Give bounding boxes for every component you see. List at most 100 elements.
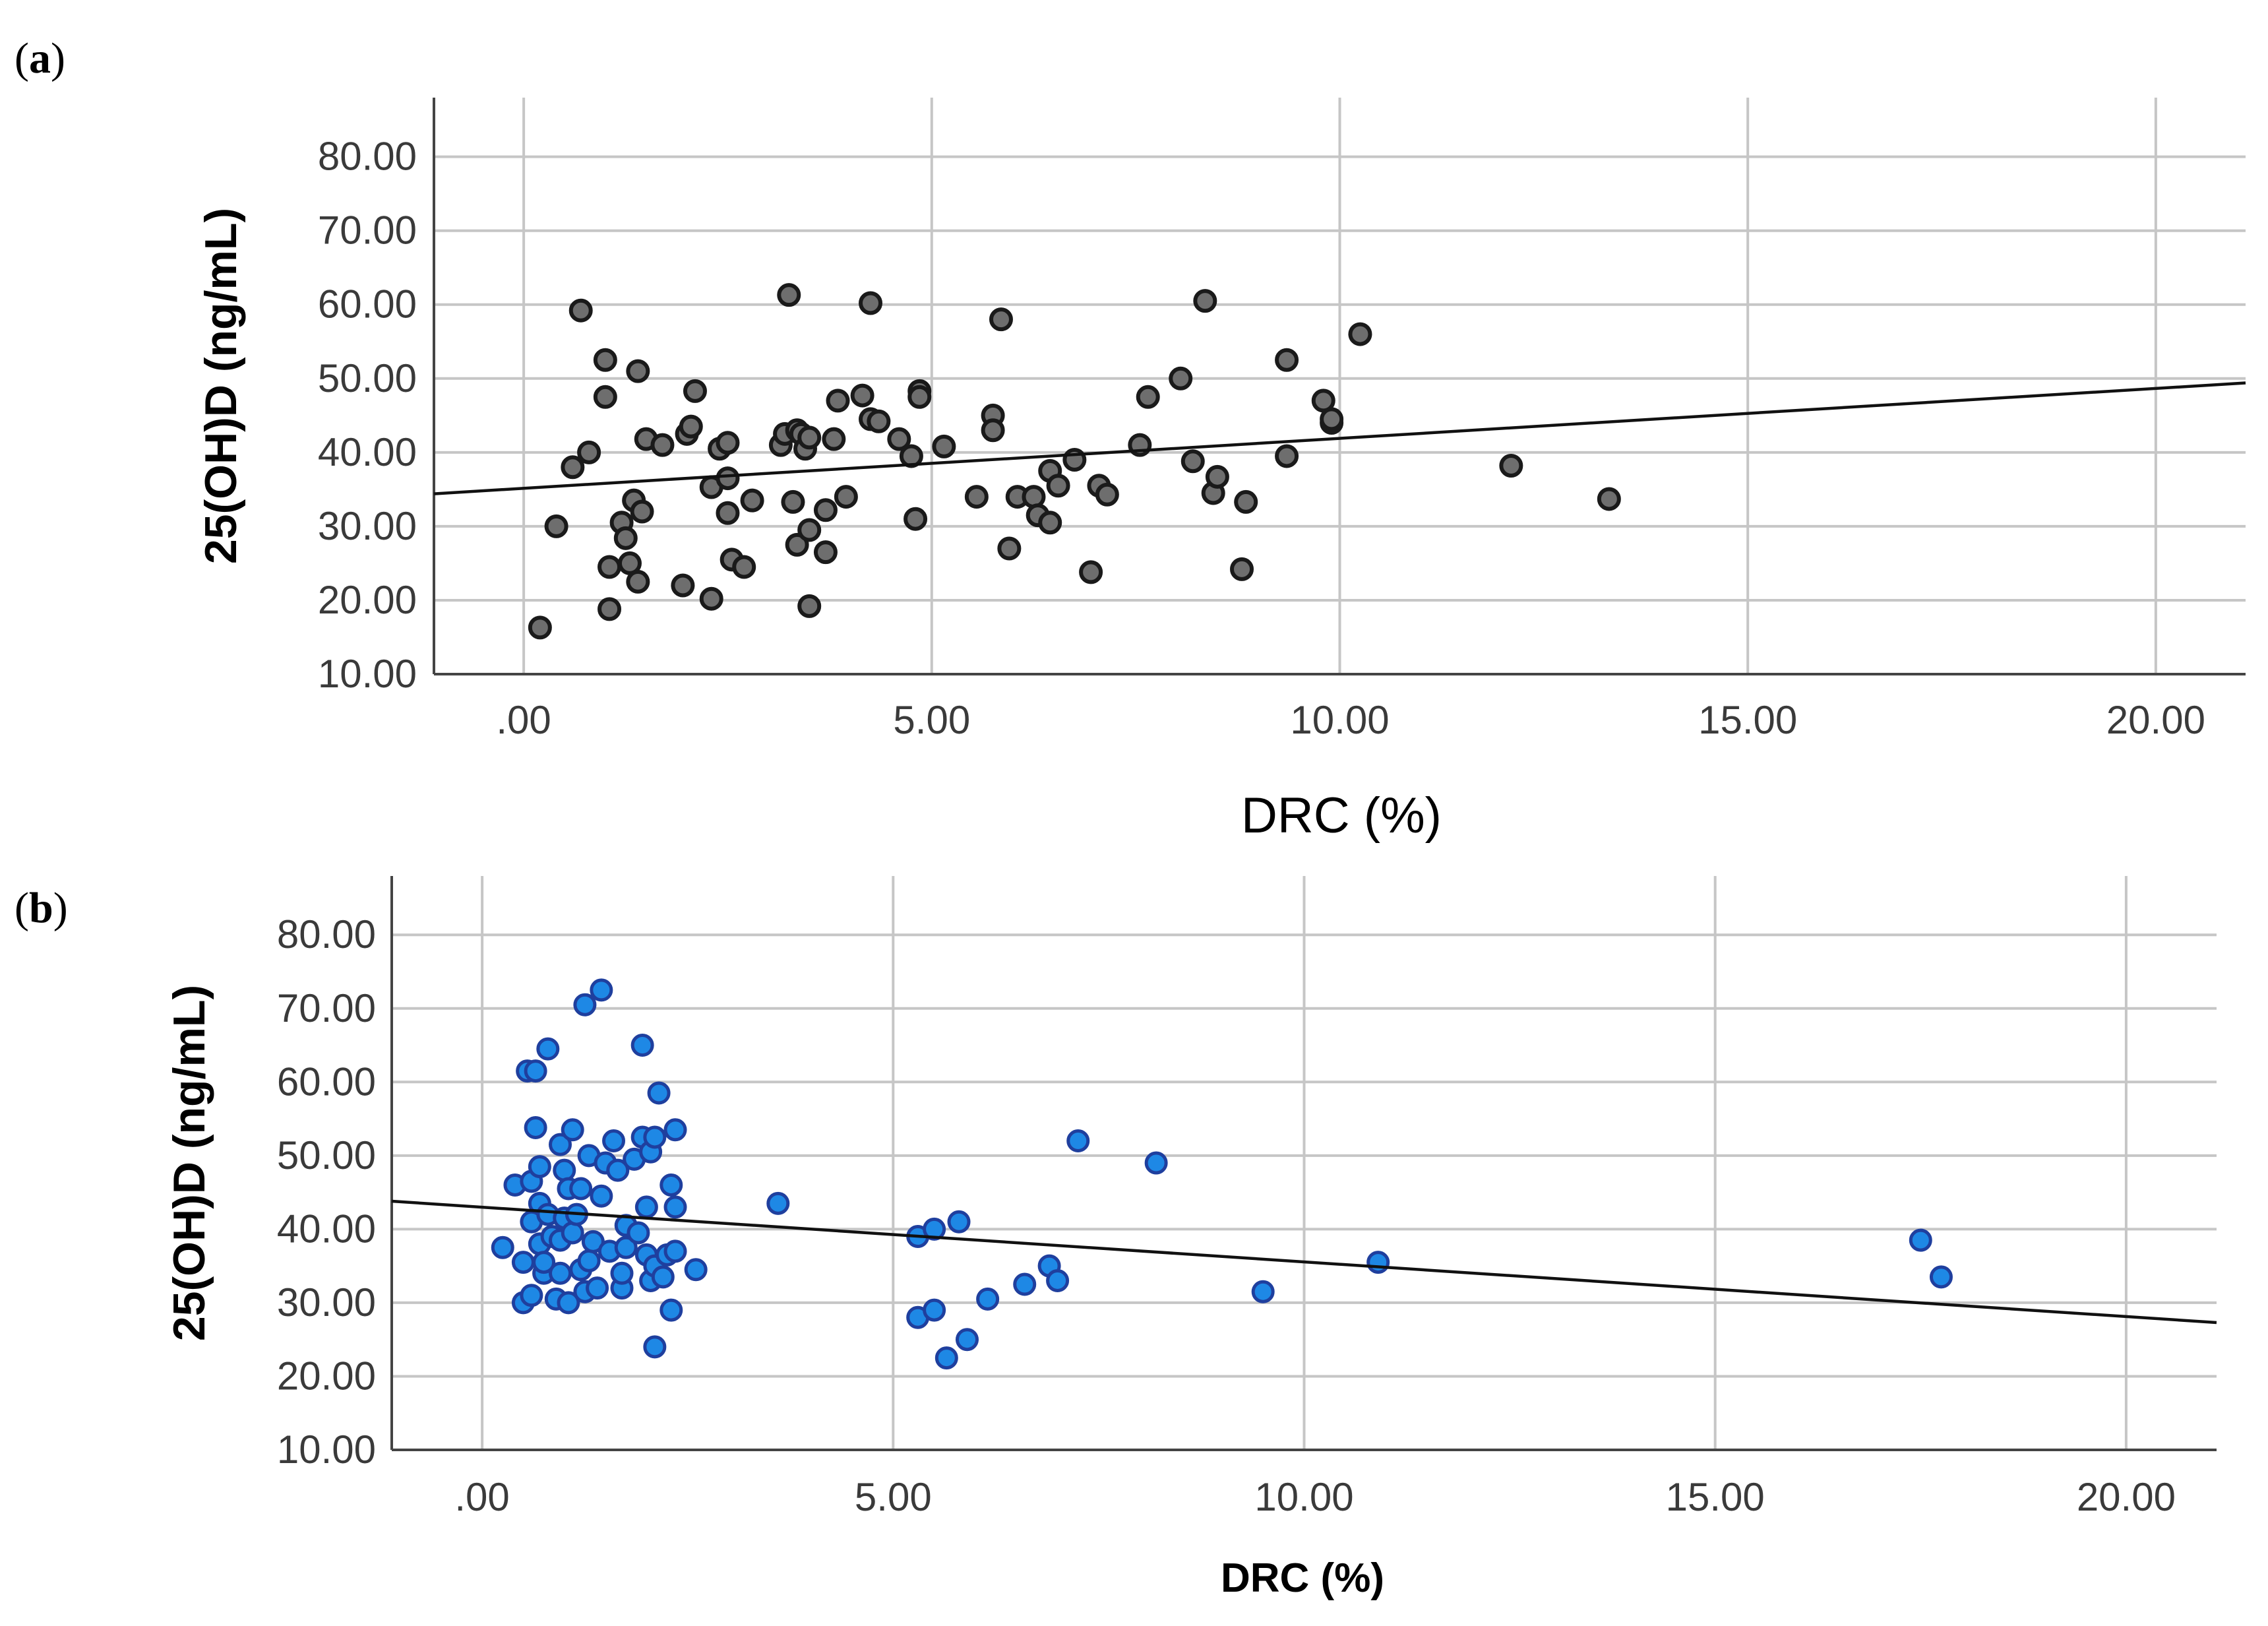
panel-a-data-point bbox=[781, 489, 805, 514]
panel-b-y-tick-label: 10.00 bbox=[277, 1427, 376, 1472]
panel-a-y-axis-label: 25(OH)D (ng/mL) bbox=[196, 208, 246, 564]
panel-b-data-point bbox=[923, 1298, 946, 1322]
panel-a-data-point bbox=[528, 615, 552, 640]
panel-a-data-point bbox=[593, 348, 617, 372]
panel-a-data-point bbox=[699, 586, 723, 611]
panel-a-data-point bbox=[1193, 289, 1217, 313]
panel-a-data-point bbox=[716, 431, 740, 455]
panel-b-data-point bbox=[684, 1258, 708, 1282]
panel-a-data-point bbox=[1046, 474, 1070, 498]
panel-a-x-axis-label: DRC (%) bbox=[1241, 788, 1442, 844]
panel-a-data-point bbox=[613, 526, 638, 550]
panel-a-fit-line bbox=[433, 381, 2246, 495]
panel-a-data-point bbox=[867, 409, 891, 433]
panel-b-data-point bbox=[947, 1210, 971, 1234]
panel-b-data-point bbox=[976, 1287, 1000, 1311]
panel-b-x-tick-label: 5.00 bbox=[855, 1475, 932, 1519]
panel-a-data-point bbox=[1320, 407, 1344, 431]
panel-a-y-tick-label: 20.00 bbox=[318, 578, 417, 622]
panel-a-data-point bbox=[834, 485, 858, 509]
panel-a-x-tick-label: 20.00 bbox=[2106, 698, 2205, 742]
panel-b-data-point bbox=[524, 1059, 547, 1083]
panel-a-data-point bbox=[907, 385, 932, 409]
panel-a-data-point bbox=[716, 466, 740, 491]
panel-a-x-tick-label: 5.00 bbox=[893, 698, 970, 742]
panel-a-data-point bbox=[887, 427, 911, 451]
panel-a-data-point bbox=[1275, 348, 1299, 372]
panel-b-data-point bbox=[573, 993, 597, 1016]
panel-b-y-tick-label: 50.00 bbox=[277, 1133, 376, 1177]
panel-b-fit-line bbox=[391, 1199, 2217, 1325]
panel-a-data-point bbox=[683, 379, 707, 403]
panel-a-data-point bbox=[1275, 444, 1299, 468]
panel-a-x-tick-label: .00 bbox=[496, 698, 551, 742]
panel-b-data-point bbox=[955, 1328, 979, 1352]
panel-b-data-point bbox=[647, 1081, 671, 1105]
panel-a-y-tick-label: 70.00 bbox=[318, 208, 417, 253]
panel-b-data-point bbox=[569, 1177, 593, 1201]
panel-b-y-tick-label: 30.00 bbox=[277, 1280, 376, 1325]
panel-a-data-point bbox=[598, 555, 622, 579]
panel-b-data-point bbox=[524, 1115, 547, 1139]
panel-a-data-point bbox=[1230, 557, 1254, 581]
panel-a-data-point bbox=[1095, 482, 1119, 507]
panel-a-data-point bbox=[904, 507, 928, 531]
panel-b-data-point bbox=[561, 1118, 584, 1142]
panel-b-data-point bbox=[1909, 1228, 1932, 1252]
panel-b-data-point bbox=[590, 1184, 613, 1208]
panel-a-data-point bbox=[797, 594, 822, 618]
panel-a-data-point bbox=[593, 385, 617, 409]
panel-a-y-tick-label: 60.00 bbox=[318, 282, 417, 327]
panel-b-data-point bbox=[659, 1298, 683, 1322]
panel-b-y-axis-label: 25(OH)D (ng/mL) bbox=[164, 985, 214, 1341]
panel-b-x-axis-label: DRC (%) bbox=[1221, 1555, 1384, 1601]
panel-b-x-tick-label: 10.00 bbox=[1254, 1475, 1353, 1519]
panel-a-y-tick-label: 80.00 bbox=[318, 135, 417, 179]
panel-b-data-point bbox=[553, 1158, 576, 1182]
panel-b-data-point bbox=[1929, 1265, 1953, 1289]
panel-b-data-point bbox=[602, 1129, 626, 1153]
panel-b-data-point bbox=[766, 1191, 790, 1215]
panel-label-b: (b) bbox=[15, 884, 68, 932]
panel-label-a: (a) bbox=[15, 34, 65, 82]
panel-b-data-point bbox=[606, 1158, 630, 1182]
panel-b-data-point bbox=[627, 1221, 650, 1245]
panel-b-x-tick-label: .00 bbox=[454, 1475, 509, 1519]
panel-a-x-tick-label: 15.00 bbox=[1698, 698, 1797, 742]
panel-a-data-point bbox=[1499, 454, 1523, 478]
panel-a-data-point bbox=[1597, 487, 1621, 511]
panel-a-data-point bbox=[1079, 560, 1103, 584]
panel-b-data-point bbox=[528, 1155, 551, 1179]
panel-a-data-point bbox=[630, 499, 654, 524]
panel-a-data-point bbox=[679, 414, 703, 439]
panel-a-data-point bbox=[1136, 385, 1160, 409]
panel-b-data-point bbox=[634, 1195, 658, 1219]
panel-a-data-point bbox=[813, 540, 838, 565]
panel-b-y-tick-label: 70.00 bbox=[277, 986, 376, 1030]
panel-a-data-point bbox=[1169, 366, 1193, 391]
panel-b-data-point bbox=[630, 1034, 654, 1057]
panel-b-data-point bbox=[1251, 1280, 1275, 1303]
panel-b-data-point bbox=[1144, 1151, 1168, 1175]
panel-a-data-point bbox=[626, 569, 650, 594]
panel-b-data-point bbox=[491, 1235, 514, 1259]
panel-a-data-point bbox=[740, 488, 764, 513]
panel-a-data-point bbox=[777, 283, 801, 307]
panel-a-y-tick-label: 40.00 bbox=[318, 430, 417, 474]
panel-a-data-point bbox=[964, 485, 989, 509]
panel-b-data-point bbox=[643, 1125, 667, 1149]
panel-a-data-point bbox=[716, 501, 740, 525]
panel-b-data-point bbox=[557, 1291, 580, 1315]
panel-b-data-point bbox=[923, 1217, 946, 1241]
panel-b-data-point bbox=[610, 1261, 634, 1285]
panel-b-data-point bbox=[659, 1173, 683, 1197]
panel-b-y-tick-label: 40.00 bbox=[277, 1206, 376, 1251]
panel-b-data-point bbox=[590, 978, 613, 1002]
panel-a-y-tick-label: 30.00 bbox=[318, 504, 417, 548]
panel-a-data-point bbox=[813, 498, 838, 522]
panel-a-y-tick-label: 50.00 bbox=[318, 356, 417, 400]
panel-a-data-point bbox=[850, 383, 874, 408]
panel-a-data-point bbox=[650, 433, 675, 457]
panel-a-data-point bbox=[981, 418, 1005, 443]
panel-b-data-point bbox=[561, 1221, 584, 1245]
